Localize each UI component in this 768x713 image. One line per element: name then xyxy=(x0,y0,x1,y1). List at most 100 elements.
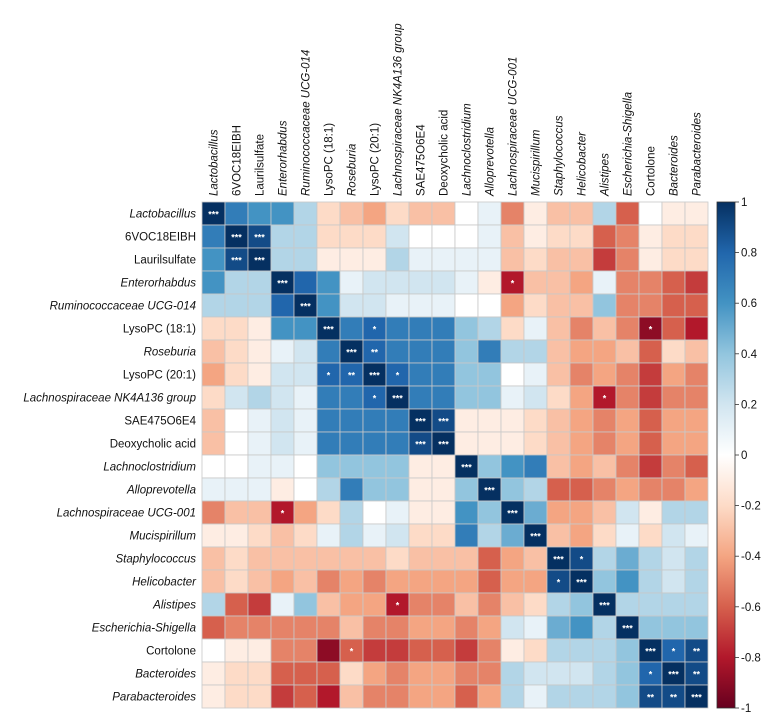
cell-r3-c21 xyxy=(684,270,709,295)
cell-r9-c11 xyxy=(454,408,479,433)
row-label-lysopc-18-1: LysoPC (18:1) xyxy=(123,324,196,336)
cell-r19-c11 xyxy=(454,638,479,663)
cell-r9-c12 xyxy=(477,408,502,433)
cell-r16-c20 xyxy=(661,569,686,594)
cell-r10-c19 xyxy=(638,431,663,456)
cell-r1-c14 xyxy=(523,224,548,249)
cell-r14-c4 xyxy=(293,523,318,548)
cell-r13-c7 xyxy=(362,500,387,525)
cell-r5-c18 xyxy=(615,316,640,341)
cell-r11-c6 xyxy=(339,454,364,479)
cell-r20-c16 xyxy=(569,661,594,686)
cell-r2-c8 xyxy=(385,247,410,272)
cell-r9-c6 xyxy=(339,408,364,433)
cell-r4-c14 xyxy=(523,293,548,318)
cell-r6-c21 xyxy=(684,339,709,364)
cell-r10-c16 xyxy=(569,431,594,456)
row-label-staphylococcus: Staphylococcus xyxy=(115,554,196,566)
cell-r17-c15 xyxy=(546,592,571,617)
cell-r3-c5 xyxy=(316,270,341,295)
cell-r9-c18 xyxy=(615,408,640,433)
cell-r9-c8 xyxy=(385,408,410,433)
cell-r19-c5 xyxy=(316,638,341,663)
cell-r18-c15 xyxy=(546,615,571,640)
cell-r2-c19 xyxy=(638,247,663,272)
cell-r14-c9 xyxy=(408,523,433,548)
cell-r9-c17 xyxy=(592,408,617,433)
cell-r18-c20 xyxy=(661,615,686,640)
cell-r17-c6 xyxy=(339,592,364,617)
cell-r17-c14 xyxy=(523,592,548,617)
cell-r8-c10 xyxy=(431,385,456,410)
cell-r20-c2 xyxy=(247,661,272,686)
cell-r13-c16 xyxy=(569,500,594,525)
cell-r18-c9 xyxy=(408,615,433,640)
cell-r9-c5 xyxy=(316,408,341,433)
cell-r11-c0 xyxy=(201,454,226,479)
cell-r21-c18 xyxy=(615,684,640,709)
row-label-cortolone: Cortolone xyxy=(146,646,196,658)
cell-r8-c20 xyxy=(661,385,686,410)
cell-r15-c5 xyxy=(316,546,341,571)
cell-r1-c3 xyxy=(270,224,295,249)
cell-r15-c20 xyxy=(661,546,686,571)
cell-r11-c5 xyxy=(316,454,341,479)
heatmap-cells xyxy=(201,201,709,709)
row-label-lachnospiraceae-nk4a136-group: Lachnospiraceae NK4A136 group xyxy=(23,393,196,405)
cell-r12-c8 xyxy=(385,477,410,502)
cell-r14-c8 xyxy=(385,523,410,548)
cell-r5-c14 xyxy=(523,316,548,341)
cell-r17-c12 xyxy=(477,592,502,617)
cell-r9-c13 xyxy=(500,408,525,433)
cell-r10-c7 xyxy=(362,431,387,456)
cell-r19-c12 xyxy=(477,638,502,663)
cell-r20-c18 xyxy=(615,661,640,686)
cell-r6-c9 xyxy=(408,339,433,364)
cell-r8-c21 xyxy=(684,385,709,410)
row-label-escherichia-shigella: Escherichia-Shigella xyxy=(92,623,196,635)
significance-r9-c9: *** xyxy=(415,417,426,427)
column-label-lachnospiraceae-ucg-001: Lachnospiraceae UCG-001 xyxy=(508,57,520,196)
cell-r15-c9 xyxy=(408,546,433,571)
cell-r1-c17 xyxy=(592,224,617,249)
cell-r1-c18 xyxy=(615,224,640,249)
cell-r10-c1 xyxy=(224,431,249,456)
cell-r3-c12 xyxy=(477,270,502,295)
significance-r2-c2: *** xyxy=(254,256,265,266)
row-label-laurilsulfate: Laurilsulfate xyxy=(134,255,196,267)
cell-r13-c0 xyxy=(201,500,226,525)
cell-r21-c2 xyxy=(247,684,272,709)
cell-r1-c19 xyxy=(638,224,663,249)
cell-r11-c8 xyxy=(385,454,410,479)
cell-r11-c20 xyxy=(661,454,686,479)
cell-r13-c5 xyxy=(316,500,341,525)
cell-r20-c11 xyxy=(454,661,479,686)
cell-r6-c8 xyxy=(385,339,410,364)
cell-r3-c20 xyxy=(661,270,686,295)
cell-r5-c2 xyxy=(247,316,272,341)
significance-r7-c8: * xyxy=(396,371,400,381)
significance-r12-c12: *** xyxy=(484,486,495,496)
cell-r10-c11 xyxy=(454,431,479,456)
cell-r3-c19 xyxy=(638,270,663,295)
cell-r16-c21 xyxy=(684,569,709,594)
cell-r11-c15 xyxy=(546,454,571,479)
cell-r1-c9 xyxy=(408,224,433,249)
row-label-6voc18eibh: 6VOC18EIBH xyxy=(125,232,196,244)
cell-r5-c17 xyxy=(592,316,617,341)
significance-r20-c19: * xyxy=(649,670,653,680)
cell-r2-c11 xyxy=(454,247,479,272)
cell-r14-c6 xyxy=(339,523,364,548)
cell-r0-c15 xyxy=(546,201,571,226)
cell-r2-c15 xyxy=(546,247,571,272)
cell-r20-c17 xyxy=(592,661,617,686)
cell-r14-c17 xyxy=(592,523,617,548)
cell-r1-c6 xyxy=(339,224,364,249)
colorbar-tick-label: 0 xyxy=(741,450,747,462)
cell-r15-c3 xyxy=(270,546,295,571)
row-label-bacteroides: Bacteroides xyxy=(135,669,196,681)
cell-r5-c13 xyxy=(500,316,525,341)
cell-r21-c7 xyxy=(362,684,387,709)
cell-r5-c4 xyxy=(293,316,318,341)
cell-r2-c17 xyxy=(592,247,617,272)
